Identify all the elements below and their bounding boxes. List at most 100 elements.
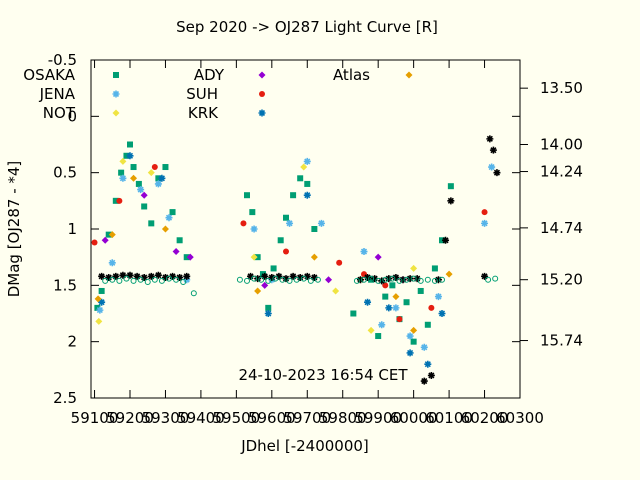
data-point xyxy=(396,316,403,323)
data-point xyxy=(413,275,421,283)
x-tick-label: 59300 xyxy=(142,409,190,427)
data-point xyxy=(240,220,247,227)
data-point xyxy=(180,278,187,285)
data-point xyxy=(127,141,133,148)
legend-label: NOT xyxy=(43,104,76,122)
data-point xyxy=(283,248,289,255)
data-point xyxy=(439,237,445,244)
data-point xyxy=(360,248,368,256)
data-point xyxy=(169,209,176,216)
data-points xyxy=(91,135,501,385)
legend-label: Atlas xyxy=(333,66,370,84)
legend-label: OSAKA xyxy=(23,66,75,84)
legend-label: SUH xyxy=(186,85,218,103)
y2-tick-label: 14.00 xyxy=(540,136,583,154)
data-point xyxy=(183,254,190,261)
data-point xyxy=(275,272,283,280)
data-point xyxy=(130,277,137,284)
data-point xyxy=(176,273,184,281)
data-point xyxy=(289,272,297,280)
data-point xyxy=(141,203,148,210)
data-point xyxy=(492,275,499,282)
data-point xyxy=(137,276,144,283)
data-point xyxy=(109,276,116,283)
legend-marker xyxy=(259,91,265,97)
data-point xyxy=(374,253,382,261)
y2-tick-label: 13.50 xyxy=(540,79,583,97)
data-point xyxy=(485,276,492,283)
data-point xyxy=(272,275,279,282)
data-point xyxy=(447,183,454,190)
x-tick-label: 59600 xyxy=(248,409,296,427)
data-point xyxy=(102,277,109,284)
data-point xyxy=(261,272,269,280)
data-point xyxy=(254,275,262,283)
data-point xyxy=(481,272,489,280)
legend-marker xyxy=(258,109,266,117)
data-point xyxy=(249,209,256,216)
data-point xyxy=(250,253,258,261)
data-point xyxy=(119,157,127,165)
y2-axis-ticks: 13.50 14.00 14.24 14.74 15.20 15.74 xyxy=(520,79,583,350)
data-point xyxy=(147,169,155,177)
legend-marker xyxy=(112,90,120,98)
data-point xyxy=(261,281,269,289)
data-point xyxy=(361,276,367,283)
data-point xyxy=(385,304,393,312)
data-point xyxy=(144,278,151,285)
data-point xyxy=(431,265,438,272)
data-point xyxy=(417,277,424,284)
data-point xyxy=(236,276,243,283)
y-tick-label: 0 xyxy=(67,107,77,125)
data-point xyxy=(447,197,455,205)
data-point xyxy=(105,273,113,281)
x-tick-label: 59900 xyxy=(354,409,402,427)
data-point xyxy=(310,253,318,261)
data-point xyxy=(161,273,169,281)
data-point xyxy=(151,164,158,171)
data-point xyxy=(392,273,400,281)
data-point xyxy=(420,343,428,351)
data-point xyxy=(123,152,130,159)
data-point xyxy=(155,175,162,182)
data-point xyxy=(265,304,272,311)
data-point xyxy=(190,290,197,297)
timestamp-annotation: 24-10-2023 16:54 CET xyxy=(238,366,408,384)
data-point xyxy=(282,275,290,283)
y-axis-ticks: -0.5 0 0.5 1 1.5 2 2.5 xyxy=(48,51,520,407)
data-point xyxy=(399,276,407,284)
y2-tick-label: 15.74 xyxy=(540,332,583,350)
data-point xyxy=(264,310,272,317)
data-point xyxy=(307,277,314,284)
data-point xyxy=(410,275,417,282)
data-point xyxy=(293,276,300,283)
data-point xyxy=(244,277,250,284)
data-point xyxy=(356,276,364,284)
data-point xyxy=(254,287,262,295)
data-point xyxy=(183,272,191,280)
data-point xyxy=(244,192,250,199)
data-point xyxy=(137,186,145,194)
data-point xyxy=(304,180,311,187)
data-point xyxy=(135,180,142,187)
x-tick-label: 59100 xyxy=(71,409,119,427)
data-point xyxy=(265,277,272,284)
y2-tick-label: 15.20 xyxy=(540,271,583,289)
data-point xyxy=(303,191,311,199)
data-point xyxy=(154,271,162,279)
x-tick-label: 59200 xyxy=(106,409,154,427)
data-point xyxy=(392,293,400,301)
data-point xyxy=(98,298,106,306)
data-point xyxy=(406,332,414,340)
data-point xyxy=(95,317,103,325)
data-point xyxy=(186,253,194,261)
data-point xyxy=(481,209,488,216)
data-point xyxy=(303,272,311,280)
data-point xyxy=(126,271,134,279)
data-point xyxy=(368,276,375,283)
data-point xyxy=(116,197,123,204)
data-point xyxy=(424,360,432,368)
data-point xyxy=(314,276,321,283)
data-point xyxy=(247,272,255,280)
